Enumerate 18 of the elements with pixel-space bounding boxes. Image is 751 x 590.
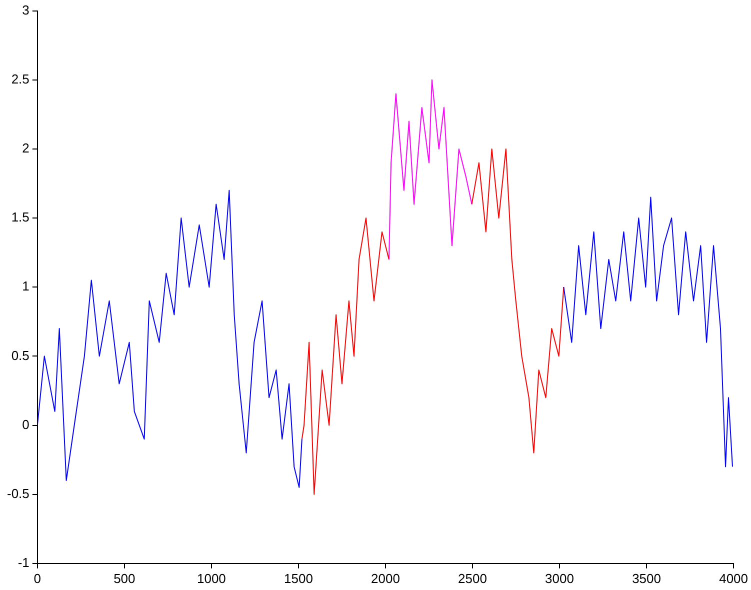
y-tick-label: 2.5 — [11, 71, 30, 86]
y-tick-label: 1 — [22, 278, 30, 294]
x-tick-label: 3000 — [545, 570, 574, 586]
x-tick-label: 0 — [34, 570, 42, 586]
x-tick-label: 1000 — [196, 570, 226, 586]
y-tick-label: 2 — [22, 140, 30, 156]
x-tick-label: 2000 — [371, 570, 400, 586]
x-tick-label: 2500 — [458, 570, 487, 586]
y-tick-label: 0.5 — [11, 348, 30, 363]
x-tick-label: 3500 — [632, 570, 661, 586]
x-tick-label: 4000 — [719, 570, 748, 586]
x-tick-label: 1500 — [284, 570, 313, 586]
y-tick-label: -1 — [18, 554, 30, 570]
y-tick-label: 0 — [22, 416, 30, 432]
y-tick-label: 3 — [22, 2, 30, 18]
y-tick-label: 1.5 — [11, 210, 30, 225]
x-tick-label: 500 — [114, 570, 136, 586]
y-tick-label: -0.5 — [6, 486, 30, 501]
